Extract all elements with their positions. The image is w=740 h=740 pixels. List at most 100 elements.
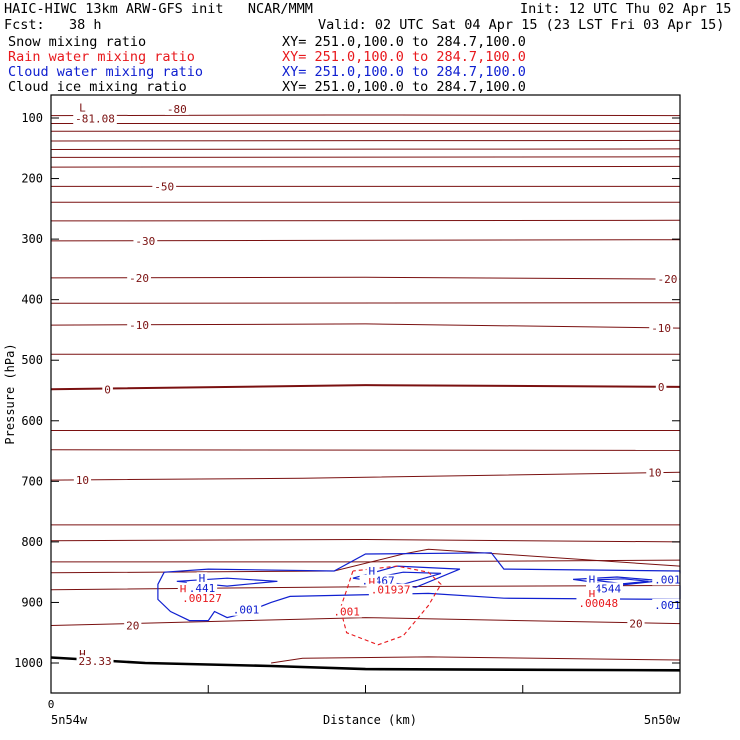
temperature-label-bg bbox=[127, 319, 151, 332]
temperature-isotherm bbox=[50, 617, 681, 626]
temperature-isotherm bbox=[50, 165, 681, 168]
temperature-label: -10 bbox=[651, 322, 671, 335]
temperature-label-bg bbox=[655, 273, 680, 286]
temperature-label: 0 bbox=[104, 383, 111, 396]
field-name-rain: Rain water mixing ratio bbox=[8, 49, 195, 65]
y-tick-label: 900 bbox=[21, 595, 43, 609]
temperature-label: -10 bbox=[129, 319, 149, 332]
field-xy-snow: XY= 251.0,100.0 to 284.7,100.0 bbox=[282, 34, 526, 50]
cloud-water-label: H bbox=[589, 573, 596, 586]
temperature-label-bg bbox=[127, 271, 151, 284]
y-tick-label: 500 bbox=[21, 353, 43, 367]
cloud-water-contour bbox=[591, 578, 649, 585]
field-xy-rain: XY= 251.0,100.0 to 284.7,100.0 bbox=[282, 49, 526, 65]
y-tick-label: 300 bbox=[21, 232, 43, 246]
temperature-label: 20 bbox=[629, 618, 642, 631]
temperature-isotherm bbox=[50, 219, 681, 222]
cloud-water-label: H bbox=[199, 572, 206, 585]
temperature-isotherm bbox=[51, 559, 681, 563]
cloud-water-label-bg bbox=[652, 598, 683, 611]
cloud-water-contour bbox=[157, 552, 681, 622]
rain-water-label: H bbox=[589, 588, 596, 601]
rain-water-contour bbox=[339, 565, 442, 646]
temperature-label-bg bbox=[646, 466, 664, 479]
temperature-label: -30 bbox=[135, 235, 155, 248]
x-zero-label: 0 bbox=[48, 698, 55, 711]
temperature-label: -20 bbox=[657, 273, 677, 286]
y-axis-label: Pressure (hPa) bbox=[3, 343, 17, 444]
field-name-snow: Snow mixing ratio bbox=[8, 34, 147, 50]
field-xy-cloud-water: XY= 251.0,100.0 to 284.7,100.0 bbox=[282, 64, 526, 80]
temperature-label-bg bbox=[164, 102, 189, 115]
temperature-label-bg bbox=[77, 101, 88, 114]
rain-water-label-bg bbox=[177, 583, 189, 596]
rain-water-label: .00127 bbox=[182, 592, 222, 605]
temperature-isotherm bbox=[271, 656, 681, 664]
cloud-water-label: H bbox=[368, 565, 375, 578]
temperature-label-bg bbox=[655, 380, 667, 393]
temperature-label-bg bbox=[649, 322, 674, 335]
temperature-isotherm bbox=[50, 276, 681, 280]
temperature-label-bg bbox=[124, 619, 142, 632]
temperature-label-bg bbox=[133, 234, 158, 247]
temperature-isotherm bbox=[50, 538, 681, 543]
temperature-label: 10 bbox=[76, 474, 89, 487]
cloud-water-label-bg bbox=[652, 573, 683, 586]
rain-water-label-bg bbox=[331, 605, 362, 618]
y-tick-label: 200 bbox=[21, 172, 43, 186]
temperature-label-bg bbox=[73, 112, 117, 125]
temperature-label-bg bbox=[152, 180, 177, 193]
rain-water-label-bg bbox=[586, 587, 598, 600]
rain-water-label-bg bbox=[368, 583, 413, 596]
cloud-water-label: .001 bbox=[233, 604, 260, 617]
temperature-isotherm bbox=[50, 585, 681, 591]
temperature-label: 10 bbox=[648, 466, 661, 479]
temperature-label: 20 bbox=[126, 619, 139, 632]
rain-water-contours bbox=[339, 565, 442, 646]
field-xy-cloud-ice: XY= 251.0,100.0 to 284.7,100.0 bbox=[282, 79, 526, 95]
temperature-label: -50 bbox=[154, 180, 174, 193]
y-tick-label: 600 bbox=[21, 414, 43, 428]
temperature-label: -81.08 bbox=[75, 113, 115, 126]
field-name-cloud-ice: Cloud ice mixing ratio bbox=[8, 79, 187, 95]
temperature-isotherm bbox=[50, 156, 681, 158]
rain-water-label: .01937 bbox=[371, 584, 411, 597]
model-line: HAIC-HIWC 13km ARW-GFS init NCAR/MMM bbox=[4, 1, 313, 17]
rain-water-label-bg bbox=[576, 597, 621, 610]
y-tick-label: 800 bbox=[21, 535, 43, 549]
temperature-label-bg bbox=[76, 655, 114, 668]
temperature-label-bg bbox=[627, 617, 645, 630]
rain-water-label: H bbox=[368, 576, 375, 589]
surface-pressure-line bbox=[50, 656, 681, 672]
rain-water-label: .001 bbox=[333, 606, 360, 619]
temperature-label: -80 bbox=[167, 103, 187, 116]
x-axis-label: Distance (km) bbox=[323, 713, 417, 727]
y-tick-label: 1000 bbox=[14, 656, 43, 670]
rain-water-label: H bbox=[180, 583, 187, 596]
init-line: Init: 12 UTC Thu 02 Apr 15 bbox=[520, 1, 732, 17]
temperature-label: -20 bbox=[129, 272, 149, 285]
x-right-label: 5n50w bbox=[644, 713, 681, 727]
fcst-line: Fcst: 38 h bbox=[4, 17, 102, 33]
temperature-isotherm bbox=[50, 384, 681, 391]
temperature-label-bg bbox=[73, 474, 92, 487]
temperature-label: L bbox=[79, 102, 86, 115]
cloud-water-label: .001 bbox=[654, 599, 681, 612]
temperature-label: H bbox=[79, 648, 86, 661]
temperature-label-bg bbox=[77, 647, 88, 660]
temperature-label: 23.33 bbox=[78, 655, 111, 668]
temperature-isotherm bbox=[50, 471, 681, 481]
y-tick-label: 100 bbox=[21, 111, 43, 125]
temperature-isotherm bbox=[50, 148, 681, 150]
cloud-water-label-bg bbox=[196, 572, 208, 585]
cloud-water-label-bg bbox=[366, 564, 378, 577]
cloud-water-label-bg bbox=[186, 581, 218, 594]
rain-water-label: .00048 bbox=[578, 597, 618, 610]
temperature-isotherm bbox=[50, 114, 681, 117]
temperature-isotherm bbox=[50, 302, 681, 304]
temperature-isotherm bbox=[50, 323, 681, 329]
x-left-label: 5n54w bbox=[51, 713, 88, 727]
cloud-water-label: .441 bbox=[189, 582, 216, 595]
